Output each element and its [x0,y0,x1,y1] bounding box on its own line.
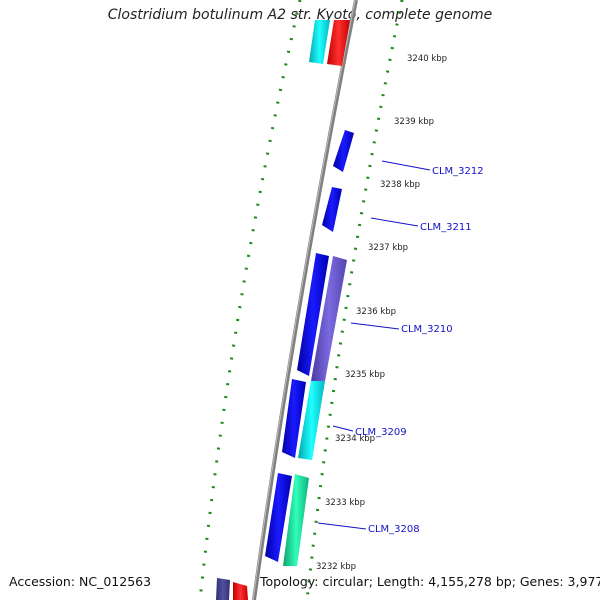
cds-feature [333,130,354,172]
gene-leader-line [381,160,431,171]
gc-outer-dotted-line [305,0,404,600]
tick-label: 3236 kbp [356,307,396,317]
cds-feature [265,473,292,562]
cds-track-outer [283,256,347,566]
gene-leader-line [350,322,400,330]
tick-label: 3232 kbp [316,562,356,572]
cds-feature [233,582,248,600]
genome-backbone-highlight [252,0,356,600]
map-title: Clostridium botulinum A2 str. Kyoto, com… [107,7,493,23]
cds-feature [297,253,329,376]
cds-feature [282,379,306,458]
cds-feature [311,256,347,381]
gene-labels: CLM_3208 CLM_3209 CLM_3210 CLM_3211 CLM_… [355,166,484,535]
tick-label: 3238 kbp [380,180,420,190]
cds-feature [322,187,342,232]
tick-label: 3234 kbp [335,434,375,444]
cds-feature [309,20,330,64]
tick-label: 3239 kbp [394,117,434,127]
cds-bottom-partial [216,578,248,600]
genome-backbone [252,0,358,600]
accession-text: Accession: NC_012563 [9,574,152,589]
topology-text: Topology: circular; Length: 4,155,278 bp… [260,574,600,589]
cds-feature [298,381,325,460]
gc-content-track [198,0,404,600]
tick-labels: 3232 kbp 3233 kbp 3234 kbp 3235 kbp 3236… [316,54,447,572]
gene-leader-line [332,425,354,432]
gene-leader-line [317,522,367,530]
gene-label[interactable]: CLM_3211 [420,222,472,233]
cds-track-inner [265,130,354,562]
cds-feature [283,474,309,566]
tick-label: 3237 kbp [368,243,408,253]
gene-label[interactable]: CLM_3209 [355,427,407,438]
gene-label[interactable]: CLM_3210 [401,324,453,335]
tick-label: 3235 kbp [345,370,385,380]
cds-top-partial [309,20,350,66]
gene-label[interactable]: CLM_3212 [432,166,484,177]
gene-leader-line [370,217,419,227]
tick-label: 3240 kbp [407,54,447,64]
tick-label: 3233 kbp [325,498,365,508]
cds-feature [327,20,350,66]
gene-leader-lines [317,160,431,530]
gene-label[interactable]: CLM_3208 [368,524,420,535]
cds-feature [216,578,230,600]
